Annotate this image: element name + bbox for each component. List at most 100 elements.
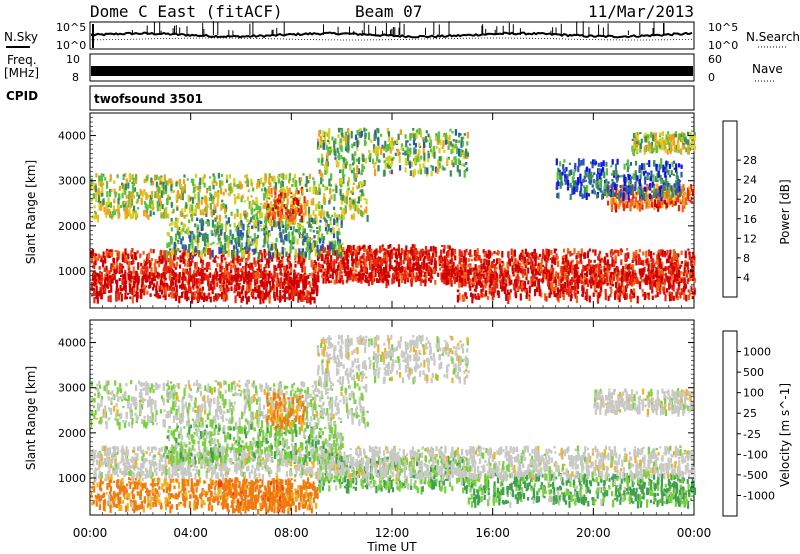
- heatmap-cell: [185, 268, 189, 274]
- heatmap-cell: [247, 226, 250, 234]
- heatmap-cell: [467, 258, 470, 262]
- heatmap-cell: [292, 217, 295, 222]
- heatmap-cell: [118, 269, 121, 274]
- heatmap-cell: [636, 277, 639, 285]
- heatmap-cell: [585, 288, 589, 297]
- heatmap-cell: [325, 277, 328, 284]
- heatmap-cell: [320, 251, 323, 254]
- heatmap-cell: [319, 269, 322, 272]
- heatmap-cell: [125, 296, 128, 300]
- heatmap-cell: [233, 288, 236, 294]
- heatmap-cell: [595, 268, 598, 273]
- heatmap-cell: [301, 274, 304, 280]
- heatmap-cell: [176, 248, 179, 252]
- heatmap-cell: [296, 238, 299, 245]
- heatmap-cell: [259, 268, 263, 276]
- heatmap-cell: [354, 269, 357, 273]
- heatmap-cell: [102, 251, 105, 259]
- heatmap-cell: [205, 263, 208, 270]
- heatmap-cell: [657, 278, 660, 282]
- heatmap-cell: [525, 259, 528, 266]
- nave-label: Nave: [752, 62, 783, 76]
- heatmap-cell: [187, 271, 190, 276]
- heatmap-cell: [122, 174, 125, 177]
- heatmap-cell: [221, 181, 224, 185]
- heatmap-cell: [569, 250, 572, 257]
- heatmap-cell: [658, 268, 661, 276]
- heatmap-cell: [489, 270, 493, 277]
- heatmap-cell: [386, 279, 389, 284]
- heatmap-cell: [130, 250, 133, 257]
- heatmap-cell: [195, 205, 198, 210]
- heatmap-cell: [285, 276, 288, 285]
- heatmap-cell: [101, 192, 104, 197]
- heatmap-cell: [222, 294, 225, 302]
- heatmap-cell: [651, 266, 654, 269]
- heatmap-cell: [276, 250, 279, 259]
- heatmap-cell: [324, 254, 327, 260]
- heatmap-cell: [170, 227, 173, 232]
- heatmap-cell: [157, 276, 160, 279]
- heatmap-cell: [304, 208, 307, 216]
- heatmap-cell: [204, 196, 208, 205]
- heatmap-cell: [680, 250, 683, 255]
- heatmap-cell: [365, 263, 368, 269]
- heatmap-cell: [280, 173, 283, 179]
- heatmap-cell: [465, 248, 468, 253]
- heatmap-cell: [253, 248, 257, 254]
- heatmap-cell: [201, 259, 205, 266]
- heatmap-cell: [250, 262, 253, 269]
- heatmap-cell: [486, 267, 489, 272]
- heatmap-cell: [247, 250, 250, 253]
- heatmap-cell: [628, 271, 631, 277]
- heatmap-cell: [243, 277, 246, 283]
- heatmap-cell: [262, 271, 265, 280]
- heatmap-cell: [200, 256, 203, 264]
- heatmap-cell: [251, 249, 254, 252]
- heatmap-cell: [152, 249, 155, 254]
- heatmap-cell: [669, 249, 672, 255]
- heatmap-cell: [139, 255, 142, 259]
- heatmap-cell: [156, 281, 159, 286]
- heatmap-cell: [311, 277, 314, 281]
- heatmap-cell: [208, 261, 211, 267]
- heatmap-cell: [304, 183, 307, 187]
- heatmap-cell: [685, 202, 688, 205]
- heatmap-cell: [410, 247, 413, 254]
- heatmap-cell: [561, 266, 564, 274]
- heatmap-cell: [445, 278, 448, 286]
- heatmap-cell: [102, 198, 105, 205]
- heatmap-cell: [665, 258, 669, 264]
- heatmap-cell: [676, 288, 679, 295]
- heatmap-cell: [117, 255, 121, 260]
- heatmap-cell: [609, 286, 612, 289]
- heatmap-cell: [147, 194, 150, 199]
- heatmap-cell: [474, 255, 477, 262]
- heatmap-cell: [331, 249, 335, 256]
- heatmap-cell: [100, 255, 103, 258]
- heatmap-cell: [243, 200, 246, 203]
- heatmap-cell: [322, 278, 325, 284]
- heatmap-cell: [168, 242, 171, 248]
- heatmap-cell: [544, 255, 547, 262]
- cpid-label: CPID: [6, 89, 38, 103]
- heatmap-cell: [655, 267, 658, 271]
- heatmap-cell: [98, 266, 101, 270]
- heatmap-cell: [124, 248, 127, 256]
- heatmap-cell: [684, 260, 687, 263]
- heatmap-cell: [236, 291, 239, 294]
- heatmap-cell: [471, 293, 474, 299]
- heatmap-cell: [509, 289, 512, 293]
- heatmap-cell: [633, 288, 636, 293]
- heatmap-cell: [491, 252, 494, 256]
- heatmap-cell: [549, 291, 552, 294]
- heatmap-cell: [160, 273, 163, 281]
- heatmap-cell: [627, 252, 630, 259]
- heatmap-cell: [170, 203, 174, 206]
- heatmap-cell: [359, 205, 363, 208]
- heatmap-cell: [333, 206, 336, 211]
- heatmap-cell: [539, 273, 542, 276]
- heatmap-cell: [209, 272, 212, 278]
- heatmap-cell: [341, 194, 344, 201]
- heatmap-cell: [197, 288, 200, 293]
